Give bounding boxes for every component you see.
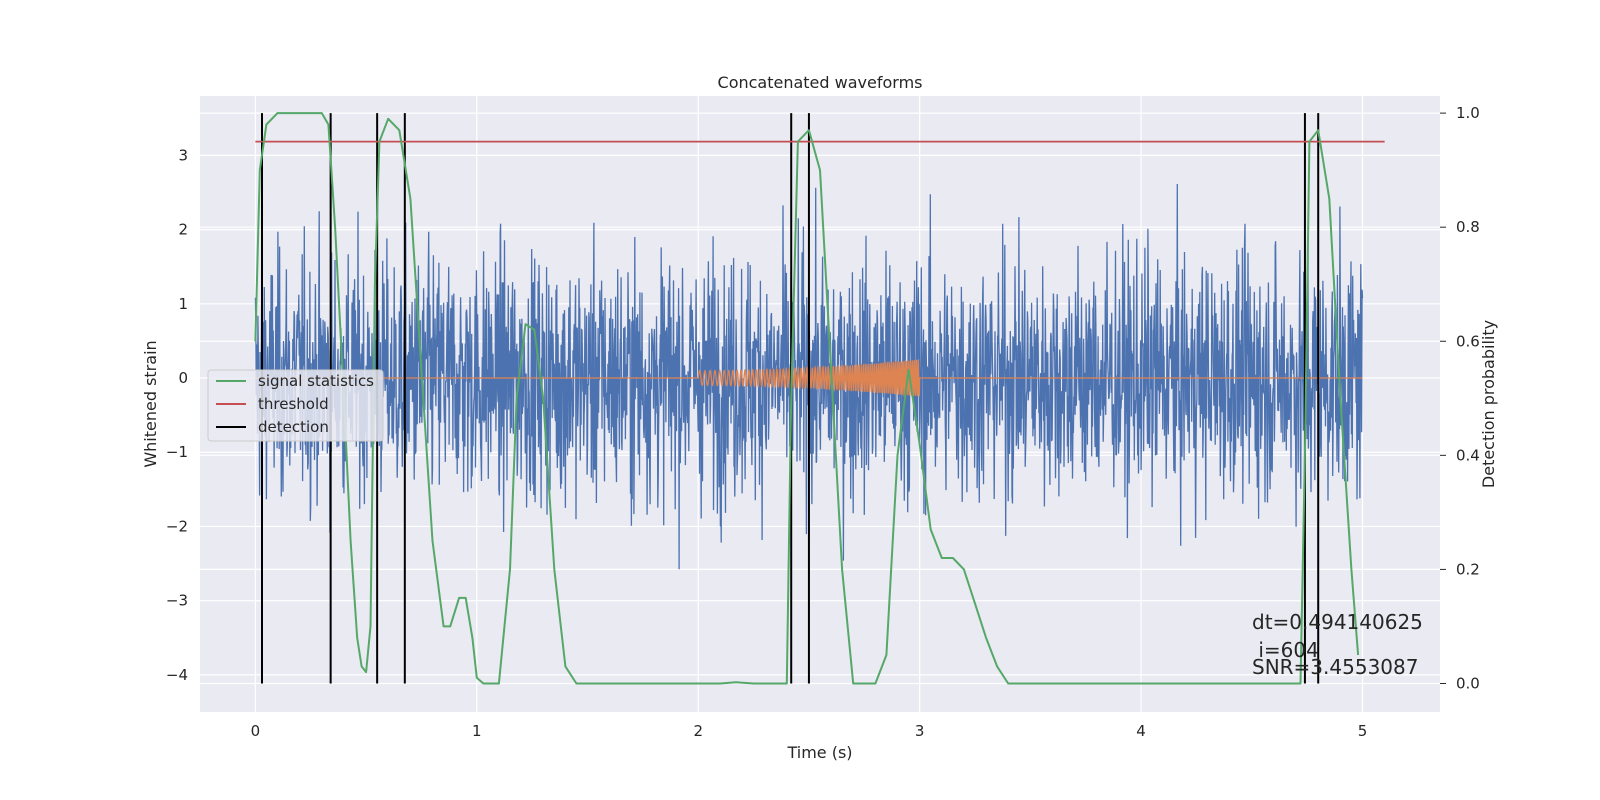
legend: signal statistics threshold detection [207,369,384,442]
y2-tick-label: 0.6 [1456,332,1480,350]
y-tick-label: −2 [166,517,188,535]
y-tick-label: −1 [166,443,188,461]
y2-tick-label: 0.4 [1456,446,1480,464]
y-tick-label: 1 [178,295,188,313]
legend-label-detection: detection [258,418,329,436]
y2-axis-label: Detection probability [1479,320,1498,488]
y2-tick-label: 0.8 [1456,218,1480,236]
x-tick-label: 4 [1136,722,1146,740]
ticks-layer: 0 1 2 3 4 5 −4 −3 −2 −1 0 1 2 3 0.0 0.2 0.4 0.6 0.8 1.0 [166,104,1480,740]
y-tick-label: 0 [178,369,188,387]
legend-label-signal: signal statistics [258,372,374,390]
x-tick-label: 3 [915,722,925,740]
y-tick-label: −4 [166,666,188,684]
y-tick-label: 2 [178,221,188,239]
annotation-i: i=604 [1252,638,1319,662]
legend-box [207,369,384,442]
y-axis-label: Whitened strain [141,340,160,467]
x-tick-label: 5 [1358,722,1368,740]
y2-tick-label: 0.2 [1456,560,1480,578]
y2-tick-label: 1.0 [1456,104,1480,122]
annotation-dt: dt=0.494140625 [1252,610,1423,634]
x-axis-label: Time (s) [786,743,852,762]
y-tick-label: 3 [178,146,188,164]
legend-label-threshold: threshold [258,395,329,413]
annotation-snr: SNR=3.4553087 [1252,655,1418,679]
y-tick-label: −3 [166,592,188,610]
y2-tick-label: 0.0 [1456,674,1480,692]
x-tick-label: 2 [693,722,703,740]
chart-title: Concatenated waveforms [718,73,923,92]
signal-statistics-line [254,112,1360,685]
x-tick-label: 1 [472,722,482,740]
x-tick-label: 0 [251,722,261,740]
annotations: dt=0.494140625 i=604 SNR=3.4553087 [1252,610,1423,679]
